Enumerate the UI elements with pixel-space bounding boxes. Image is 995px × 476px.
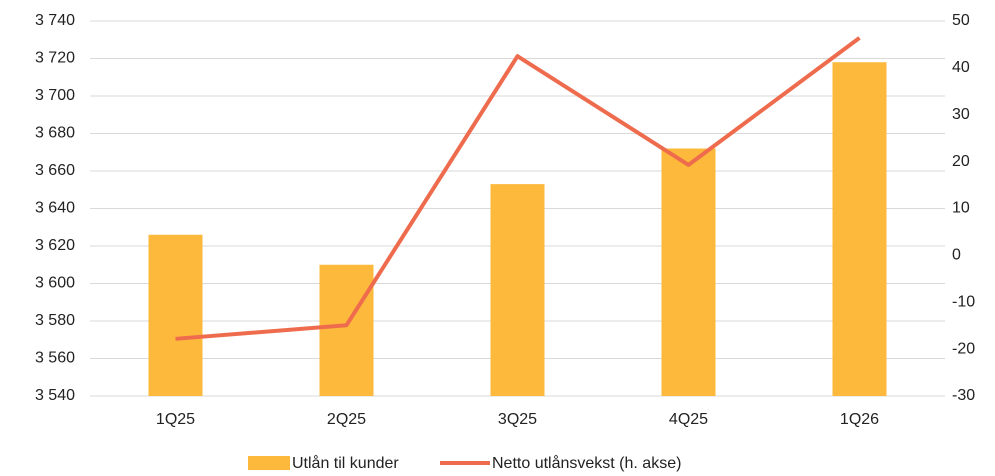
x-tick-label: 1Q26: [840, 411, 879, 428]
y-tick-label: 3 640: [35, 200, 75, 217]
y-tick-label: 3 700: [35, 87, 75, 104]
y2-tick-label: -20: [952, 340, 975, 357]
bar: [148, 234, 203, 396]
legend-label: Netto utlånsvekst (h. akse): [492, 454, 681, 472]
bar: [319, 264, 374, 396]
x-tick-label: 4Q25: [669, 411, 708, 428]
y-tick-label: 3 620: [35, 237, 75, 254]
y2-tick-label: 10: [952, 200, 970, 217]
line: [175, 36, 861, 341]
x-tick-label: 1Q25: [156, 411, 195, 428]
bar: [490, 184, 545, 396]
y-tick-label: 3 560: [35, 350, 75, 367]
y2-tick-label: 20: [952, 153, 970, 170]
y2-tick-label: 40: [952, 59, 970, 76]
y2-tick-label: -30: [952, 387, 975, 404]
y2-tick-label: 0: [952, 247, 961, 264]
y2-tick-label: -10: [952, 293, 975, 310]
y-tick-label: 3 660: [35, 162, 75, 179]
bar: [832, 62, 887, 396]
y-tick-label: 3 720: [35, 50, 75, 67]
y-tick-label: 3 540: [35, 387, 75, 404]
y2-tick-label: 50: [952, 12, 970, 29]
y-tick-label: 3 740: [35, 12, 75, 29]
bar: [661, 148, 716, 396]
legend-label: Utlån til kunder: [292, 454, 399, 472]
x-tick-label: 2Q25: [327, 411, 366, 428]
y-tick-label: 3 600: [35, 275, 75, 292]
y2-tick-label: 30: [952, 106, 970, 123]
y-tick-label: 3 680: [35, 125, 75, 142]
legend-swatch: [248, 456, 290, 470]
y-tick-label: 3 580: [35, 312, 75, 329]
x-tick-label: 3Q25: [498, 411, 537, 428]
